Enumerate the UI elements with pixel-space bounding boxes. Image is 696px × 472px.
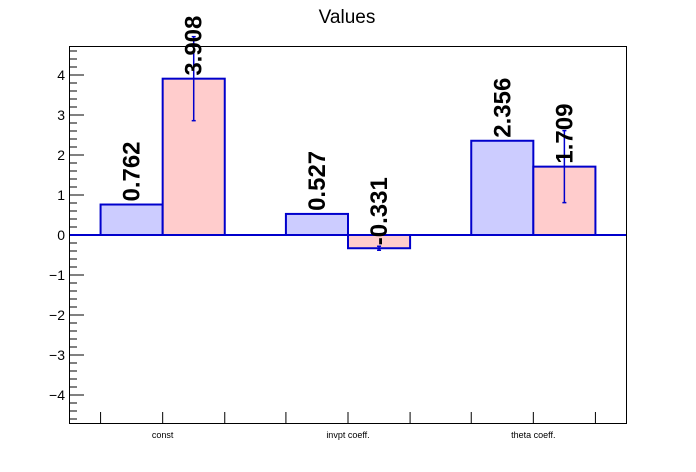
data-label: 2.356: [489, 78, 516, 138]
bar: [470, 139, 535, 236]
x-tick-label: const: [152, 430, 174, 440]
y-tick-label: −1: [49, 267, 65, 283]
y-tick-label: −2: [49, 307, 65, 323]
y-tick-label: −3: [49, 347, 65, 363]
bar: [284, 212, 349, 236]
y-tick-label: 1: [57, 187, 65, 203]
y-tick-label: 3: [57, 107, 65, 123]
data-label: 0.762: [119, 141, 146, 201]
y-tick-label: 2: [57, 147, 65, 163]
data-label: 1.709: [551, 104, 578, 164]
data-label: 3.908: [181, 16, 208, 76]
data-labels: 0.762 0.527 2.356 3.908 -0.331 1.709: [119, 16, 579, 246]
y-tick-label: 4: [57, 67, 65, 83]
x-tick-label: invpt coeff.: [326, 430, 369, 440]
data-label: 0.527: [304, 151, 331, 211]
axis-ticks: −4 −3 −2 −1 0 1 2 3 4 const invpt coeff. theta coef…: [49, 50, 596, 440]
y-tick-label: −4: [49, 387, 65, 403]
x-tick-label: theta coeff.: [511, 430, 555, 440]
chart-title: Values: [319, 7, 376, 28]
data-label: -0.331: [366, 177, 393, 245]
bar: [99, 203, 164, 237]
bars: [70, 35, 626, 251]
y-tick-label: 0: [57, 227, 65, 243]
plot-frame: [69, 46, 627, 424]
